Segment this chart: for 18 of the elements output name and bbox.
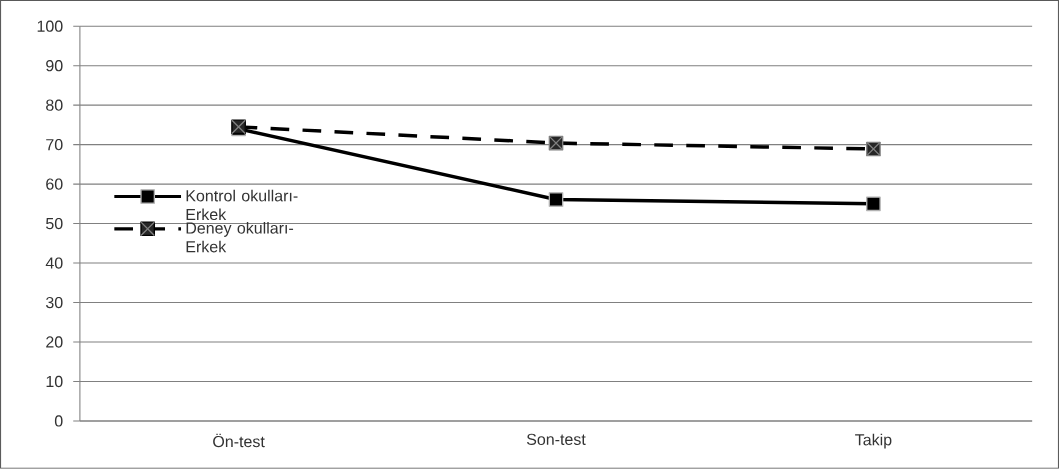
y-tick-label: 60 [46,178,63,190]
y-tick-label: 10 [46,375,63,388]
point [866,196,881,212]
legend-label: Kontrol okulları-Erkek [186,189,298,221]
point [548,192,564,207]
y-tick-label: 40 [45,257,63,269]
y-tick-label: 100 [37,20,63,32]
x-tick-label: Takip [855,433,892,449]
y-tick-label: 70 [46,139,63,151]
y-tick-label: 80 [46,99,63,111]
x-tick-label: Ön-test [213,433,265,448]
y-tick-label: 20 [46,336,63,348]
x-tick-label: Son-test [526,433,586,446]
legend-label: Deney okulları-Erkek [186,222,294,253]
y-tick-label: 50 [46,218,63,230]
y-tick-label: 90 [46,60,63,72]
y-tick-label: 0 [54,415,63,427]
y-tick-label: 30 [45,296,63,309]
